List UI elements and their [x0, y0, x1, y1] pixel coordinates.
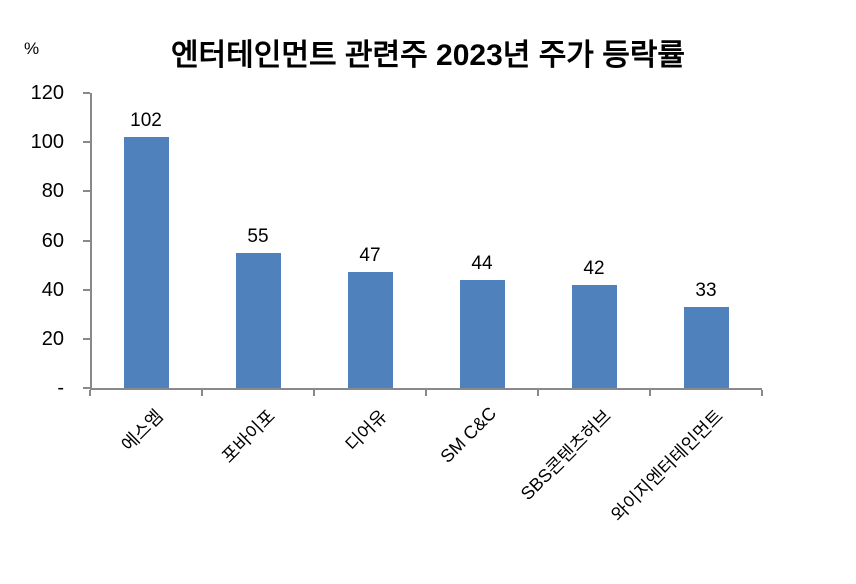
- y-axis-tick-mark: [83, 92, 90, 94]
- chart-title: 엔터테인먼트 관련주 2023년 주가 등락률: [170, 39, 686, 72]
- x-axis-tick-mark: [313, 390, 315, 396]
- bar-value-label: 47: [359, 245, 381, 266]
- bar-4: [459, 280, 505, 388]
- bar-1: [123, 137, 169, 388]
- x-axis-tick-mark: [649, 390, 651, 396]
- bar-value-label: 33: [695, 280, 717, 301]
- y-axis-tick-mark: [83, 288, 90, 291]
- x-axis-tick-mark: [201, 390, 203, 396]
- y-axis-tick-label: 20: [41, 327, 64, 350]
- x-axis-tick-mark: [761, 390, 763, 396]
- bar-value-label: 55: [247, 226, 269, 247]
- plot-area: [90, 93, 762, 390]
- y-axis-tick-mark: [83, 141, 90, 144]
- y-axis-tick-mark: [83, 337, 90, 340]
- bar-2: [235, 253, 281, 388]
- y-axis-tick-label: 60: [41, 229, 64, 252]
- y-axis-tick-label: -: [57, 377, 64, 399]
- x-axis-tick-mark: [537, 390, 539, 396]
- bar-3: [347, 272, 393, 388]
- y-axis-tick-mark: [83, 190, 90, 193]
- bar-value-label: 44: [471, 253, 493, 274]
- y-axis-tick-mark: [83, 387, 90, 389]
- y-axis-tick-mark: [83, 239, 90, 242]
- y-axis-tick-label: 80: [41, 180, 64, 203]
- bar-value-label: 42: [583, 258, 605, 279]
- bar-5: [571, 285, 617, 388]
- bar-value-label: 102: [130, 110, 162, 131]
- y-axis-tick-label: 40: [41, 278, 64, 301]
- y-axis-unit-label: %: [24, 39, 40, 58]
- bar-6: [683, 307, 729, 388]
- x-axis-tick-mark: [89, 390, 91, 396]
- y-axis-tick-label: 120: [30, 82, 64, 104]
- x-axis-tick-mark: [425, 390, 427, 396]
- y-axis-tick-label: 100: [30, 131, 64, 154]
